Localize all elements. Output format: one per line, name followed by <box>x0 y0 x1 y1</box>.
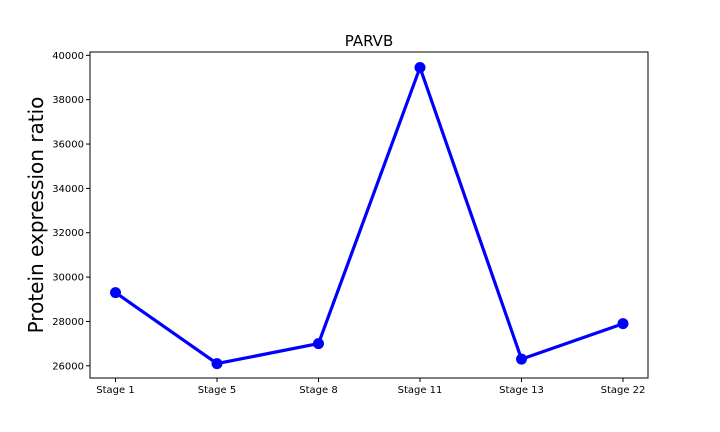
y-tick-label: 40000 <box>52 51 84 62</box>
x-tick-label: Stage 11 <box>398 385 443 396</box>
data-point-6 <box>617 318 629 330</box>
x-tick-label: Stage 13 <box>499 385 544 396</box>
data-point-5 <box>516 353 527 365</box>
y-tick-label: 36000 <box>52 140 84 151</box>
y-tick-label: 32000 <box>52 228 84 239</box>
x-tick-label: Stage 8 <box>299 385 337 396</box>
x-tick-label: Stage 5 <box>198 385 236 396</box>
x-tick-label: Stage 22 <box>601 385 646 396</box>
data-point-3 <box>313 338 324 350</box>
series-line <box>114 65 624 366</box>
x-tick-label: Stage 1 <box>96 385 134 396</box>
y-tick-label: 30000 <box>52 273 84 284</box>
ticks-layer: Stage 1 Stage 5 Stage 8 Stage 11 Stage 13 Sta… <box>52 51 645 396</box>
data-point-1 <box>110 287 121 299</box>
y-tick-label: 38000 <box>52 95 84 106</box>
data-layer <box>110 62 629 370</box>
data-point-4 <box>414 62 426 74</box>
plot-area-frame <box>89 51 649 379</box>
y-axis-label: Protein expression ratio <box>24 97 48 334</box>
y-tick-label: 34000 <box>52 184 84 195</box>
chart-title: PARVB <box>345 32 394 50</box>
y-tick-label: 28000 <box>52 317 84 328</box>
y-tick-label: 26000 <box>52 361 84 372</box>
data-point-2 <box>211 358 223 370</box>
